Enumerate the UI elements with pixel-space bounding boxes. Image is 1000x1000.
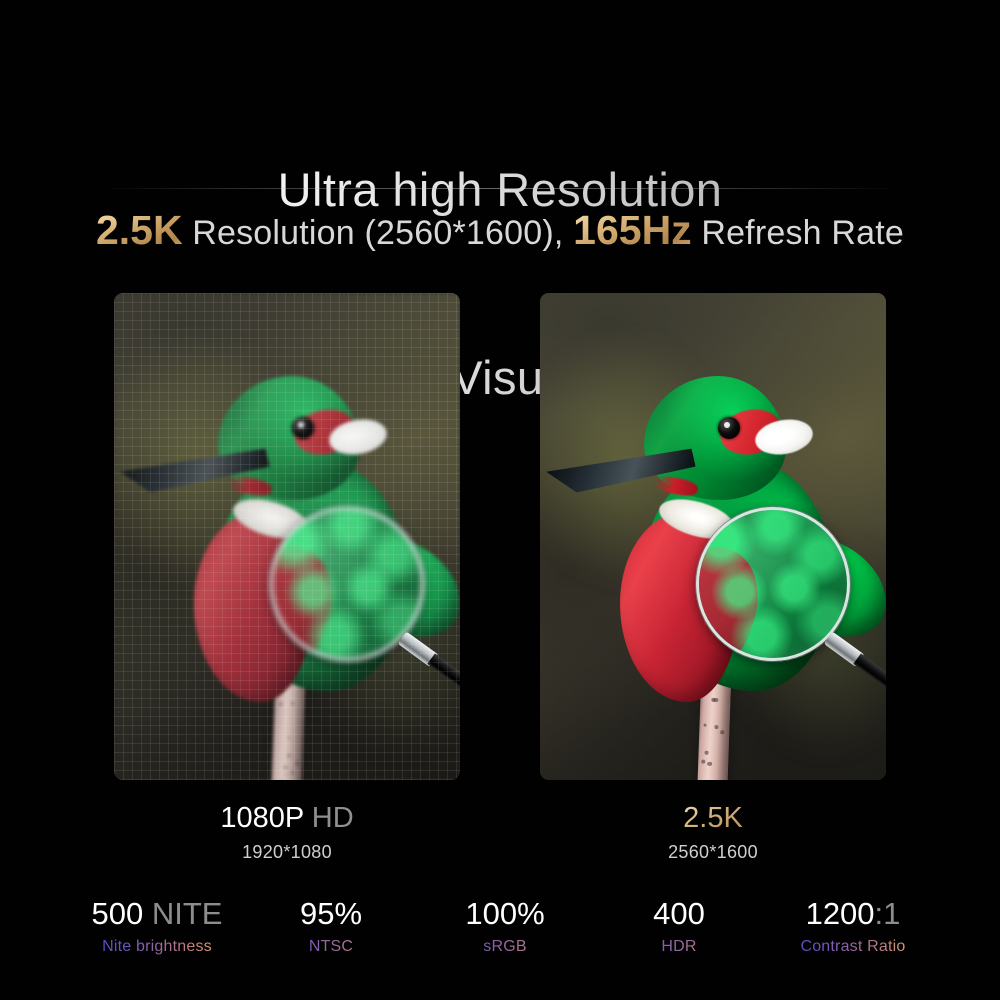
spec-value-main: 100%	[465, 896, 544, 931]
comparison-image-1080p	[114, 293, 460, 780]
spec-value: 95%	[244, 895, 418, 933]
spec-value: 400	[592, 895, 766, 933]
caption-1080p-title: 1080P HD	[114, 800, 460, 836]
spec-label: Contrast Ratio	[766, 938, 940, 956]
spec-label: sRGB	[418, 938, 592, 956]
branch-speck	[285, 774, 287, 776]
subtitle: 2.5K Resolution (2560*1600), 165Hz Refre…	[0, 207, 1000, 256]
caption-2-5k-title: 2.5K	[540, 800, 886, 836]
spec-item-ntsc: 95% NTSC	[244, 895, 418, 956]
branch-speck	[714, 726, 718, 730]
magnifier-icon	[270, 507, 424, 661]
branch-speck	[707, 762, 712, 767]
spec-label: Nite brightness	[70, 938, 244, 956]
caption-1080p: 1080P HD 1920*1080	[114, 800, 460, 863]
caption-2-5k-gold: 2.5K	[683, 802, 743, 834]
caption-2-5k: 2.5K 2560*1600	[540, 800, 886, 863]
caption-1080p-strong: 1080P	[220, 802, 303, 834]
subtitle-text-resolution: Resolution (2560*1600),	[183, 214, 574, 252]
spec-value: 100%	[418, 895, 592, 933]
spec-item-contrast-ratio: 1200:1 Contrast Ratio	[766, 895, 940, 956]
branch-speck	[291, 772, 294, 775]
caption-2-5k-resolution: 2560*1600	[540, 842, 886, 863]
comparison-panels	[114, 293, 886, 780]
caption-1080p-dim: HD	[304, 802, 354, 834]
branch-speck	[703, 724, 706, 727]
branch-speck	[295, 761, 300, 766]
spec-value: 500 NITE	[70, 895, 244, 933]
spec-value-sub: NITE	[143, 896, 222, 931]
spec-item-srgb: 100% sRGB	[418, 895, 592, 956]
subtitle-highlight-resolution: 2.5K	[96, 207, 183, 253]
branch-speck	[287, 755, 290, 758]
branch-speck	[720, 731, 723, 734]
spec-label: HDR	[592, 938, 766, 956]
branch-speck	[701, 760, 705, 764]
branch-speck	[284, 766, 287, 769]
spec-value: 1200:1	[766, 895, 940, 933]
spec-item-nite-brightness: 500 NITE Nite brightness	[70, 895, 244, 956]
subtitle-text-refresh: Refresh Rate	[692, 214, 904, 252]
divider	[100, 188, 900, 189]
spec-value-main: 1200	[806, 896, 875, 931]
spec-value-main: 500	[92, 896, 144, 931]
branch-speck	[279, 703, 282, 706]
magnifier-icon	[696, 507, 850, 661]
spec-value-sub: :1	[875, 896, 901, 931]
product-feature-banner: Ultra high Resolution The Ultimate Visua…	[0, 0, 1000, 1000]
spec-value-main: 400	[653, 896, 705, 931]
subtitle-highlight-refresh: 165Hz	[573, 207, 692, 253]
spec-value-main: 95%	[300, 896, 362, 931]
spec-row: 500 NITE Nite brightness 95% NTSC 100% s…	[70, 895, 940, 956]
branch-speck	[289, 687, 291, 689]
comparison-image-2-5k	[540, 293, 886, 780]
caption-1080p-resolution: 1920*1080	[114, 842, 460, 863]
branch-speck	[704, 752, 708, 756]
branch-speck	[291, 703, 294, 706]
branch-speck	[288, 738, 290, 740]
spec-label: NTSC	[244, 938, 418, 956]
spec-item-hdr: 400 HDR	[592, 895, 766, 956]
